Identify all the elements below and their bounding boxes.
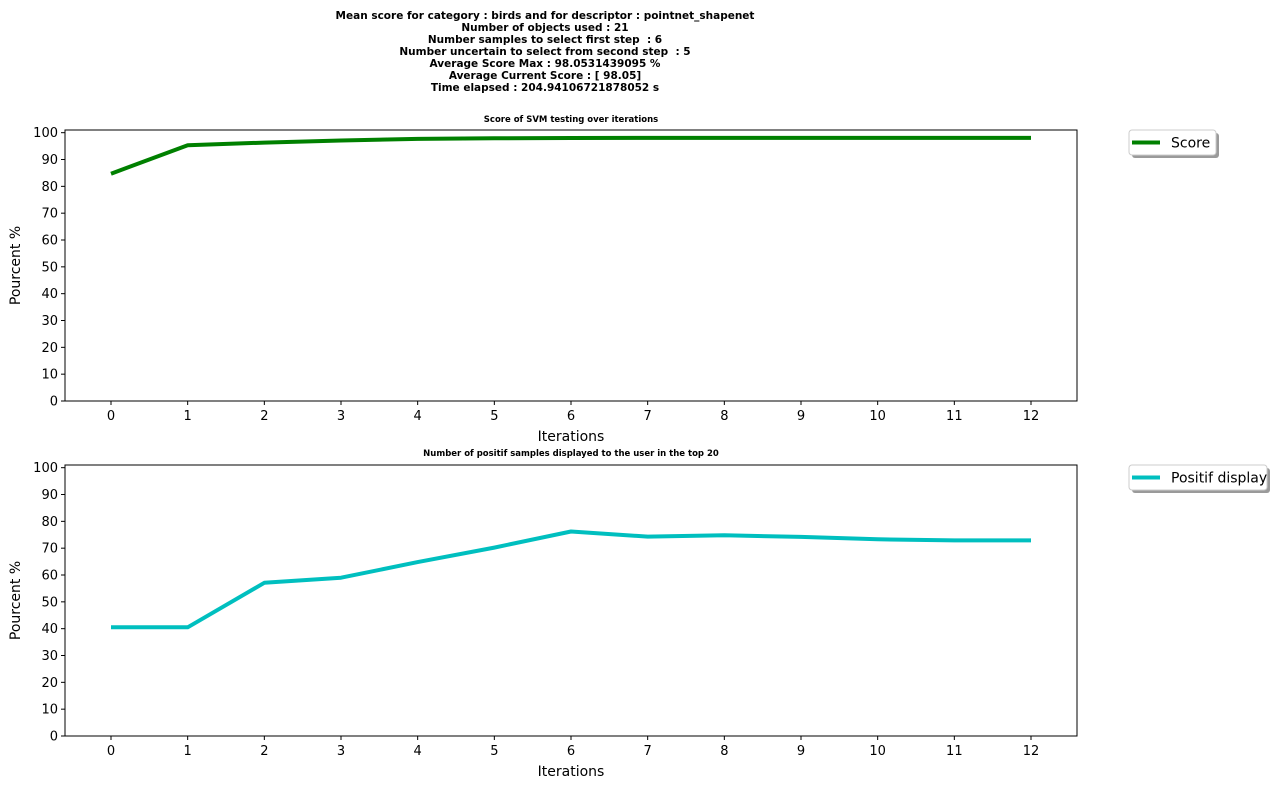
y-tick-label: 40 [41, 622, 58, 637]
x-tick-label: 3 [337, 409, 345, 424]
series-line-2 [111, 529, 1031, 630]
y-tick-label: 50 [41, 595, 58, 610]
y-tick-label: 0 [50, 395, 58, 410]
legend-1: Score [1128, 129, 1219, 158]
y-tick-label: 50 [41, 260, 58, 275]
legend-label: Positif display [1171, 471, 1267, 487]
y-tick-label: 90 [41, 153, 58, 168]
suptitle-line: Number samples to select first step : 6 [427, 34, 663, 46]
y-tick-label: 0 [50, 730, 58, 745]
y-tick-label: 90 [41, 488, 58, 503]
y-tick-label: 70 [41, 207, 58, 222]
x-tick-label: 11 [946, 744, 963, 759]
axes-frame [64, 464, 1078, 737]
y-tick-label: 20 [41, 341, 58, 356]
x-tick-label: 8 [720, 744, 728, 759]
legend-label: Score [1171, 136, 1210, 152]
y-tick-label: 80 [41, 180, 58, 195]
x-tick-label: 9 [797, 409, 805, 424]
suptitle-line: Time elapsed : 204.94106721878052 s [430, 82, 660, 94]
series-line-1 [110, 135, 1031, 176]
x-tick-label: 6 [567, 409, 575, 424]
x-tick-label: 5 [490, 744, 498, 759]
x-tick-label: 7 [644, 744, 652, 759]
x-tick-label: 4 [414, 409, 422, 424]
y-tick-label: 30 [41, 649, 58, 664]
y-tick-label: 10 [41, 703, 58, 718]
x-tick-label: 4 [414, 744, 422, 759]
x-tick-label: 10 [869, 744, 886, 759]
y-axis-label: Pourcent % [8, 226, 24, 305]
subplot-2: Number of positif samples displayed to t… [8, 449, 1270, 780]
x-tick-label: 9 [797, 744, 805, 759]
legend-2: Positif display [1128, 464, 1270, 493]
y-tick-label: 60 [41, 234, 58, 249]
x-tick-label: 2 [260, 409, 268, 424]
subplot-1: Score of SVM testing over iterations0102… [8, 115, 1219, 445]
x-tick-label: 11 [946, 409, 963, 424]
y-tick-label: 80 [41, 515, 58, 530]
suptitle-line: Mean score for category : birds and for … [335, 10, 755, 22]
y-tick-label: 40 [41, 287, 58, 302]
suptitle-line: Average Current Score : [ 98.05] [448, 70, 642, 82]
suptitle-line: Number uncertain to select from second s… [399, 46, 691, 58]
y-tick-label: 70 [41, 542, 58, 557]
y-tick-label: 30 [41, 314, 58, 329]
x-tick-label: 1 [184, 744, 192, 759]
x-axis-label: Iterations [538, 764, 605, 780]
x-tick-label: 1 [184, 409, 192, 424]
legend-box [1128, 129, 1217, 156]
axes-frame [64, 129, 1078, 402]
x-axis-label: Iterations [538, 429, 605, 445]
x-tick-label: 10 [869, 409, 886, 424]
y-axis-label: Pourcent % [8, 561, 24, 640]
y-tick-label: 60 [41, 569, 58, 584]
y-tick-label: 100 [33, 461, 58, 476]
subplot-title: Number of positif samples displayed to t… [423, 449, 719, 459]
x-tick-label: 0 [107, 409, 115, 424]
x-tick-label: 2 [260, 744, 268, 759]
y-tick-label: 100 [33, 126, 58, 141]
subplot-title: Score of SVM testing over iterations [484, 115, 658, 125]
x-tick-label: 12 [1023, 744, 1040, 759]
figure-suptitle: Mean score for category : birds and for … [245, 10, 845, 94]
x-tick-label: 7 [644, 409, 652, 424]
y-tick-label: 20 [41, 676, 58, 691]
x-tick-label: 6 [567, 744, 575, 759]
suptitle-line: Average Score Max : 98.0531439095 % [429, 58, 661, 70]
y-tick-label: 10 [41, 368, 58, 383]
x-tick-label: 0 [107, 744, 115, 759]
legend-box [1128, 464, 1268, 491]
x-tick-label: 8 [720, 409, 728, 424]
x-tick-label: 3 [337, 744, 345, 759]
x-tick-label: 12 [1023, 409, 1040, 424]
x-tick-label: 5 [490, 409, 498, 424]
suptitle-line: Number of objects used : 21 [461, 22, 629, 34]
